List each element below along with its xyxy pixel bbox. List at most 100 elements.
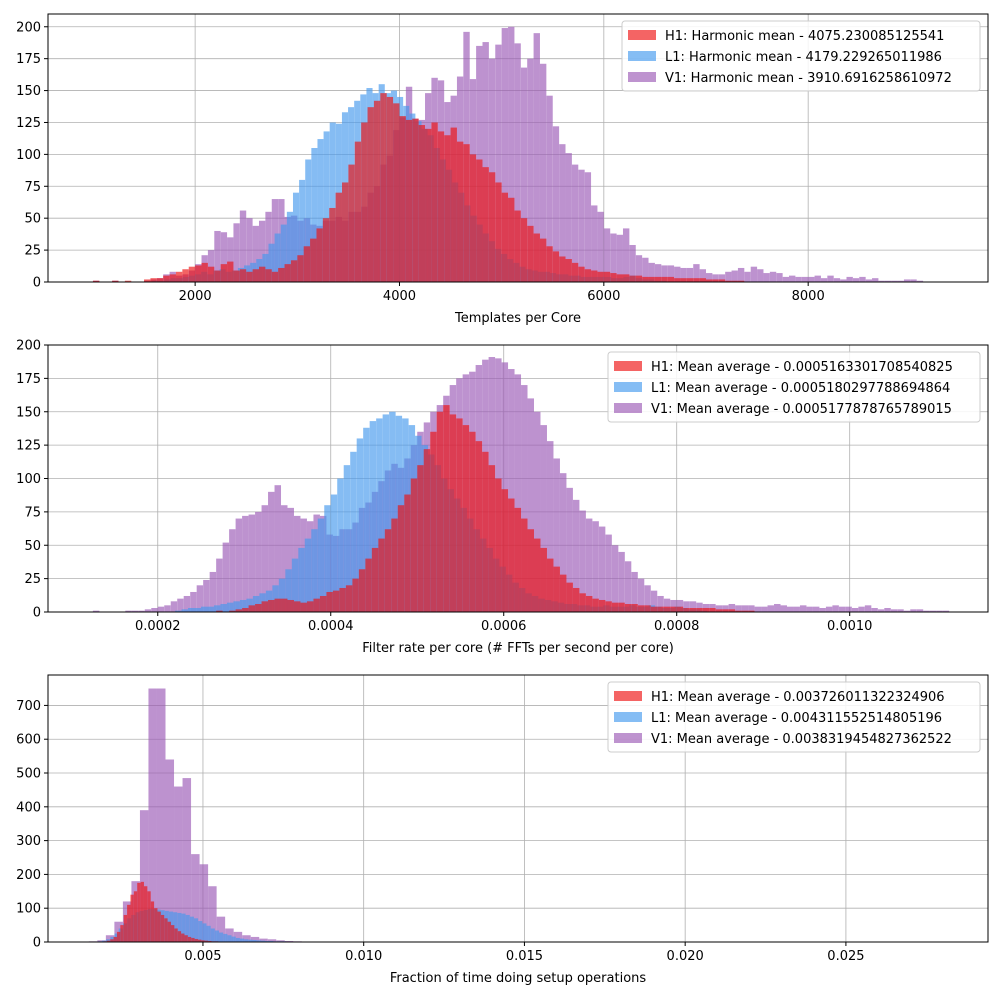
bar-H1 [398,505,404,612]
bar-H1 [202,263,208,282]
bar-H1 [573,588,579,612]
bar-H1 [114,937,117,942]
bar-H1 [629,276,635,282]
bar-H1 [291,260,297,282]
bar-H1 [281,599,287,612]
bar-H1 [161,915,164,942]
bar-H1 [605,601,611,612]
y-tick-label: 25 [24,244,41,259]
bar-L1 [195,608,201,612]
bar-H1 [189,267,195,282]
x-axis-label: Filter rate per core (# FFTs per second … [362,641,674,656]
bar-H1 [164,918,167,942]
bar-V1 [846,277,852,282]
bar-H1 [668,277,674,282]
bar-V1 [852,608,858,612]
bar-H1 [502,489,508,612]
bar-H1 [240,269,246,282]
y-tick-label: 0 [33,936,41,951]
bar-H1 [655,277,661,282]
y-tick-label: 200 [16,868,41,883]
bar-H1 [636,276,642,282]
bar-H1 [233,271,239,282]
bar-V1 [597,212,603,282]
bar-H1 [451,128,457,282]
bar-H1 [195,265,201,282]
bar-H1 [586,596,592,612]
bar-L1 [207,607,213,612]
y-tick-label: 175 [16,372,41,387]
bar-H1 [657,607,663,612]
bar-H1 [696,608,702,612]
bar-V1 [795,277,801,282]
y-tick-label: 100 [16,472,41,487]
bar-H1 [342,182,348,282]
bar-H1 [527,226,533,282]
y-tick-label: 700 [16,699,41,714]
bar-H1 [438,131,444,282]
bar-H1 [333,591,339,612]
bar-H1 [361,122,367,282]
bar-H1 [117,932,120,942]
x-tick-label: 0.020 [667,949,704,964]
bar-H1 [540,239,546,282]
bar-V1 [761,607,767,612]
bar-H1 [147,891,150,942]
bar-V1 [859,277,865,282]
bar-H1 [578,267,584,282]
y-tick-label: 125 [16,439,41,454]
bar-V1 [884,608,890,612]
bar-H1 [320,596,326,612]
bar-V1 [592,521,598,612]
bar-H1 [262,601,268,612]
x-tick-label: 0.0008 [654,619,700,634]
bar-H1 [597,272,603,282]
bar-V1 [229,529,235,612]
bar-V1 [732,271,738,282]
bar-L1 [198,921,202,942]
bar-V1 [599,527,605,612]
bar-H1 [387,97,393,282]
bar-V1 [751,267,757,282]
legend: H1: Mean average - 0.0005163301708540825… [608,352,980,422]
bar-H1 [313,599,319,612]
bar-V1 [725,272,731,282]
legend-swatch [614,691,642,701]
bar-H1 [534,234,540,282]
bar-H1 [470,154,476,282]
bar-H1 [310,239,316,282]
bar-H1 [378,539,384,612]
y-tick-label: 75 [24,180,41,195]
bar-H1 [365,559,371,612]
bar-H1 [566,583,572,612]
bar-H1 [144,886,147,942]
legend-entry: H1: Harmonic mean - 4075.230085125541 [665,29,944,44]
bar-H1 [592,599,598,612]
bar-H1 [631,604,637,612]
bar-H1 [457,142,463,282]
bar-V1 [800,605,806,612]
bar-V1 [806,607,812,612]
bar-V1 [783,277,789,282]
x-tick-label: 0.015 [506,949,543,964]
y-tick-label: 50 [24,212,41,227]
bar-L1 [232,937,236,942]
legend-swatch [614,403,642,413]
bar-H1 [610,273,616,282]
bar-V1 [223,543,229,612]
legend-entry: L1: Mean average - 0.004311552514805196 [651,711,942,726]
bar-H1 [572,263,578,282]
bar-L1 [215,931,219,942]
bar-H1 [617,274,623,282]
bar-H1 [664,607,670,612]
bar-V1 [845,607,851,612]
bar-L1 [305,539,311,612]
x-tick-label: 0.010 [345,949,382,964]
bar-V1 [774,604,780,612]
bar-H1 [644,605,650,612]
legend-swatch [614,712,642,722]
bar-V1 [585,172,591,282]
bar-H1 [208,267,214,282]
bar-H1 [176,272,182,282]
